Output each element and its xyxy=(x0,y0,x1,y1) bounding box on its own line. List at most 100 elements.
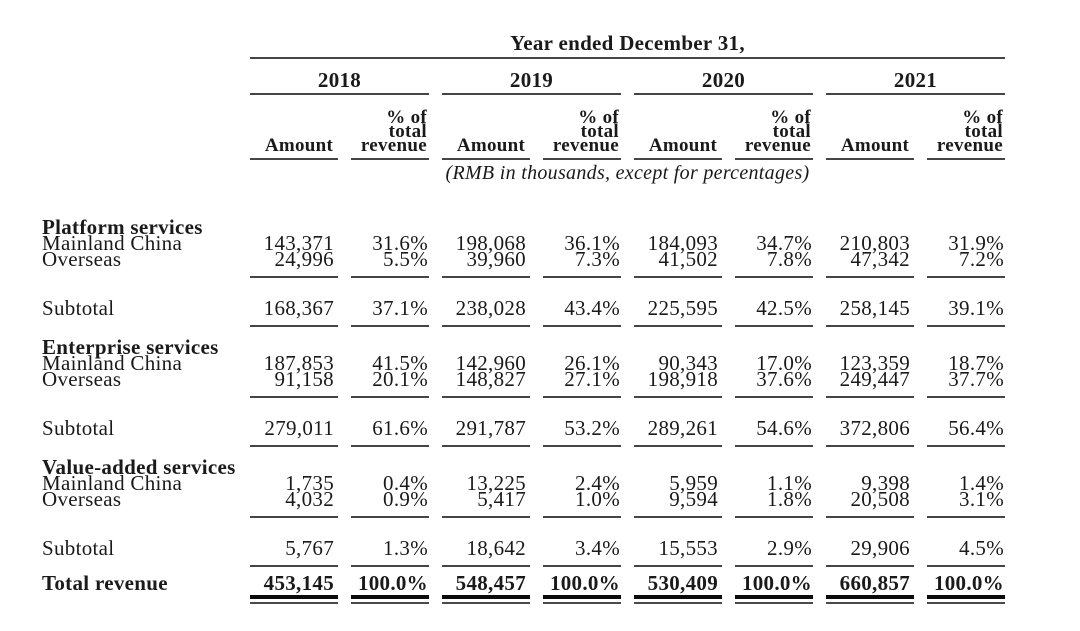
year-header-2018: 2018 xyxy=(250,59,429,95)
row-label: Overseas xyxy=(42,367,122,391)
pct-cell: 1.8% xyxy=(735,489,813,518)
pct-header-line: revenue xyxy=(936,135,1003,156)
year-header-row: 2018 2019 2020 2021 xyxy=(42,59,1005,95)
amount-cell: 15,553 xyxy=(634,538,722,567)
amount-cell: 249,447 xyxy=(826,369,914,398)
amount-cell: 289,261 xyxy=(634,418,722,447)
pct-cell: 1.3% xyxy=(351,538,429,567)
amount-cell: 5,767 xyxy=(250,538,338,567)
amount-column-header: Amount xyxy=(826,95,914,160)
amount-cell: 291,787 xyxy=(442,418,530,447)
pct-header-line: % of xyxy=(578,107,619,128)
section-label: Enterprise services xyxy=(42,335,219,359)
pct-cell: 1.1% xyxy=(767,471,812,495)
total-row: Total revenue 453,145 100.0% 548,457 100… xyxy=(42,571,1005,595)
double-rule xyxy=(250,595,338,604)
double-rule-row xyxy=(42,591,1005,605)
pct-cell: 17.0% xyxy=(756,351,812,375)
pct-column-header: % of total revenue xyxy=(927,95,1005,160)
table-row: Overseas 91,158 20.1% 148,827 27.1% 198,… xyxy=(42,367,1005,398)
pct-header-line: total xyxy=(964,121,1003,142)
table-row: Overseas 24,996 5.5% 39,960 7.3% 41,502 … xyxy=(42,247,1005,278)
row-label: Subtotal xyxy=(42,536,115,560)
table-row: Mainland China 143,371 31.6% 198,068 36.… xyxy=(42,231,1005,255)
amount-cell: 660,857 xyxy=(839,571,910,595)
pct-header-line: total xyxy=(772,121,811,142)
pct-cell: 34.7% xyxy=(756,231,812,255)
pct-header-line: total xyxy=(580,121,619,142)
pct-cell: 42.5% xyxy=(735,298,813,327)
pct-cell: 54.6% xyxy=(735,418,813,447)
amount-cell: 29,906 xyxy=(826,538,914,567)
double-rule xyxy=(543,595,621,604)
empty-cell xyxy=(42,95,237,160)
pct-cell: 3.1% xyxy=(927,489,1005,518)
row-label: Subtotal xyxy=(42,416,115,440)
row-label: Mainland China xyxy=(42,471,183,495)
pct-cell: 31.9% xyxy=(948,231,1004,255)
pct-column-header: % of total revenue xyxy=(543,95,621,160)
pct-cell: 26.1% xyxy=(564,351,620,375)
section-label: Platform services xyxy=(42,215,203,239)
pct-cell: 0.9% xyxy=(351,489,429,518)
pct-cell: 2.4% xyxy=(575,471,620,495)
amount-cell: 39,960 xyxy=(442,249,530,278)
pct-cell: 100.0% xyxy=(549,571,620,595)
pct-header-line: total xyxy=(388,121,427,142)
year-header-2021: 2021 xyxy=(826,59,1005,95)
amount-cell: 238,028 xyxy=(442,298,530,327)
empty-cell xyxy=(42,59,237,95)
year-header-2019: 2019 xyxy=(442,59,621,95)
amount-cell: 24,996 xyxy=(250,249,338,278)
pct-cell: 61.6% xyxy=(351,418,429,447)
amount-cell: 18,642 xyxy=(442,538,530,567)
amount-cell: 258,145 xyxy=(826,298,914,327)
pct-cell: 31.6% xyxy=(372,231,428,255)
amount-cell: 548,457 xyxy=(455,571,526,595)
double-rule xyxy=(735,595,813,604)
pct-header-line: revenue xyxy=(360,135,427,156)
amount-cell: 5,959 xyxy=(669,471,718,495)
pct-cell: 56.4% xyxy=(927,418,1005,447)
amount-cell: 198,918 xyxy=(634,369,722,398)
amount-cell: 530,409 xyxy=(647,571,718,595)
revenue-breakdown-table: Year ended December 31, 2018 2019 2020 2… xyxy=(29,6,1018,605)
empty-corner-cell xyxy=(42,6,237,59)
amount-cell: 13,225 xyxy=(466,471,526,495)
amount-column-header: Amount xyxy=(442,95,530,160)
subtotal-row: Subtotal 5,767 1.3% 18,642 3.4% 15,553 2… xyxy=(42,536,1005,567)
amount-cell: 90,343 xyxy=(658,351,718,375)
pct-cell: 27.1% xyxy=(543,369,621,398)
pct-cell: 20.1% xyxy=(351,369,429,398)
pct-cell: 37.6% xyxy=(735,369,813,398)
pct-cell: 7.2% xyxy=(927,249,1005,278)
pct-column-header: % of total revenue xyxy=(735,95,813,160)
spacer-row xyxy=(42,185,1005,207)
pct-cell: 100.0% xyxy=(357,571,428,595)
amount-cell: 9,398 xyxy=(861,471,910,495)
pct-cell: 1.4% xyxy=(959,471,1004,495)
amount-cell: 453,145 xyxy=(263,571,334,595)
pct-cell: 53.2% xyxy=(543,418,621,447)
pct-cell: 18.7% xyxy=(948,351,1004,375)
section-header-row: Value-added services xyxy=(42,447,1005,479)
amount-cell: 198,068 xyxy=(455,231,526,255)
amount-cell: 91,158 xyxy=(250,369,338,398)
pct-cell: 2.9% xyxy=(735,538,813,567)
double-rule xyxy=(826,595,914,604)
amount-cell: 9,594 xyxy=(634,489,722,518)
table-row: Overseas 4,032 0.9% 5,417 1.0% 9,594 1.8… xyxy=(42,487,1005,518)
amount-cell: 20,508 xyxy=(826,489,914,518)
pct-header-line: revenue xyxy=(744,135,811,156)
amount-cell: 143,371 xyxy=(263,231,334,255)
unit-note: (RMB in thousands, except for percentage… xyxy=(445,161,810,184)
section-label: Value-added services xyxy=(42,455,236,479)
pct-cell: 37.1% xyxy=(351,298,429,327)
pct-cell: 36.1% xyxy=(564,231,620,255)
row-label: Overseas xyxy=(42,247,122,271)
pct-cell: 3.4% xyxy=(543,538,621,567)
pct-cell: 41.5% xyxy=(372,351,428,375)
pct-cell: 39.1% xyxy=(927,298,1005,327)
row-label: Overseas xyxy=(42,487,122,511)
pct-cell: 0.4% xyxy=(383,471,428,495)
